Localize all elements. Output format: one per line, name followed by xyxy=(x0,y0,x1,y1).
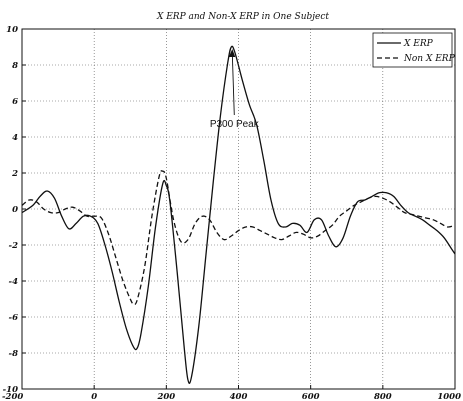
y-tick-label: -4 xyxy=(9,277,19,287)
legend-box xyxy=(372,32,453,68)
series-layer xyxy=(21,45,456,384)
y-tick-label: 4 xyxy=(12,133,18,143)
legend: X ERP Non X ERP xyxy=(372,32,456,68)
grid xyxy=(22,29,455,389)
annotation-arrow-head xyxy=(228,49,236,57)
y-tick-label: 10 xyxy=(6,25,18,35)
legend-label: X ERP xyxy=(403,39,434,49)
series-line-x-erp xyxy=(21,45,456,384)
x-tick-label: 400 xyxy=(230,392,248,401)
series-line-non-x-erp xyxy=(21,170,456,306)
annotation-arrow-line xyxy=(231,52,235,116)
x-tick-label: 600 xyxy=(302,392,320,401)
annotation-label: P300 Peak xyxy=(210,119,260,130)
y-tick-label: -2 xyxy=(9,241,19,251)
y-tick-label: -10 xyxy=(3,385,18,395)
y-tick-label: 8 xyxy=(12,61,18,71)
x-tick-label: 200 xyxy=(156,392,175,401)
tick-layer: -200 0 200 400 600 800 1000 10 8 6 4 2 0 -2 -4 -6 -8 -10 xyxy=(2,25,461,401)
x-tick-label: 800 xyxy=(374,392,392,401)
chart-title: X ERP and Non-X ERP in One Subject xyxy=(156,12,329,22)
x-tick-label: 1000 xyxy=(437,392,461,401)
y-tick-label: 6 xyxy=(12,97,18,107)
y-tick-label: 0 xyxy=(12,205,18,215)
x-tick-label: 0 xyxy=(91,392,97,401)
y-tick-label: -8 xyxy=(9,349,19,359)
x-tick-label: -200 xyxy=(2,392,23,401)
legend-label: Non X ERP xyxy=(403,54,456,64)
annotation-layer: P300 Peak xyxy=(210,49,260,130)
y-tick-label: 2 xyxy=(11,169,18,179)
y-tick-label: -6 xyxy=(9,313,19,323)
